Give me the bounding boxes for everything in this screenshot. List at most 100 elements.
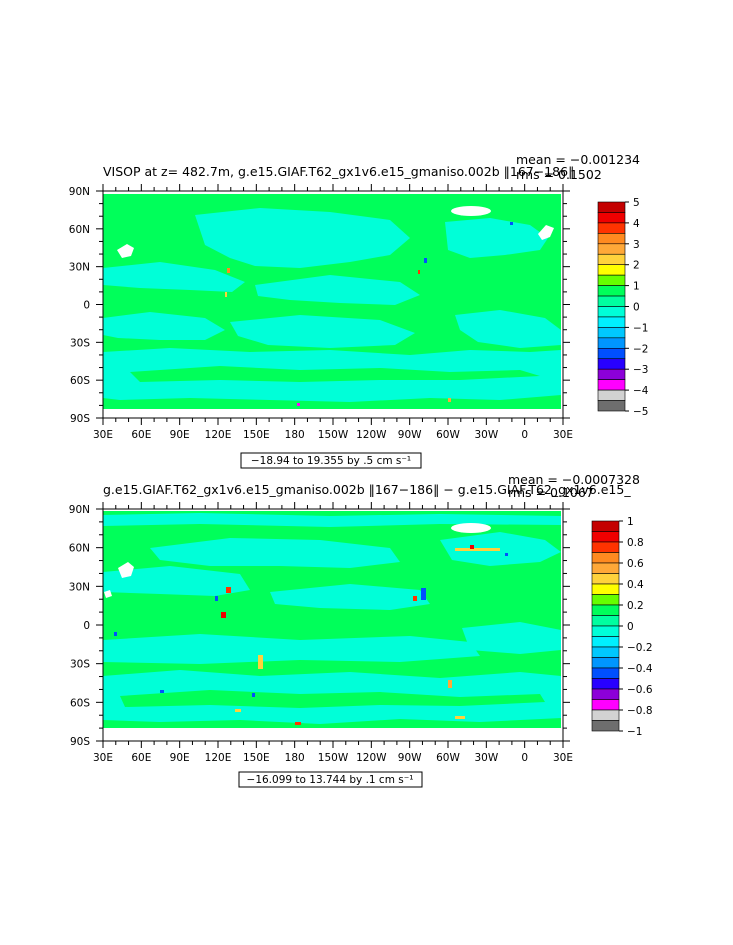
top-speck-7 xyxy=(448,398,451,402)
bottom-colorbar-swatch xyxy=(591,615,620,627)
top-panel: 30E 60E 90E 120E 150E 180 150W 120W 90W 60W 30W 0 30… xyxy=(69,152,649,469)
top-mean: mean = −0.001234 xyxy=(516,152,640,167)
bottom-colorbar-swatch xyxy=(591,541,620,553)
top-colorbar-swatch xyxy=(597,274,626,286)
bottom-speck-5 xyxy=(421,588,426,600)
top-y-tick-label: 60S xyxy=(70,375,90,387)
bottom-y-tick-label: 90N xyxy=(69,504,90,516)
bottom-x-tick-label: 90E xyxy=(170,752,190,764)
bottom-colorbar-swatch xyxy=(591,720,620,732)
top-colorbar-swatch xyxy=(597,337,626,349)
bottom-x-tick-label: 60W xyxy=(436,752,460,764)
top-colorbar-label: −4 xyxy=(633,385,649,397)
bottom-colorbar-label: 0.2 xyxy=(627,600,644,612)
bottom-colorbar-label: 1 xyxy=(627,516,634,528)
top-title: VISOP at z= 482.7m, g.e15.GIAF.T62_gx1v6… xyxy=(103,164,574,179)
top-greenland xyxy=(451,206,491,216)
bottom-title: g.e15.GIAF.T62_gx1v6.e15_gmaniso.002b ‖1… xyxy=(103,482,631,497)
top-colorbar-label: 4 xyxy=(633,218,640,230)
bottom-colorbar-label: −0.4 xyxy=(627,663,653,675)
top-y-tick-label: 30S xyxy=(70,337,90,349)
top-x-tick-label: 150E xyxy=(243,429,270,441)
bottom-map-field xyxy=(103,511,561,741)
top-colorbar-swatch xyxy=(597,400,626,412)
bottom-colorbar-swatch xyxy=(591,657,620,669)
top-colorbar-swatch xyxy=(597,295,626,307)
bottom-cyan-south-atlantic xyxy=(462,622,561,654)
top-colorbar-label: −5 xyxy=(633,406,648,418)
bottom-rms: rms = 0.1067 xyxy=(508,485,594,500)
top-x-tick-label: 90W xyxy=(398,429,422,441)
top-colorbar-swatch xyxy=(597,316,626,328)
bottom-colorbar-swatch xyxy=(591,699,620,711)
top-y-ticks: 90N 60N 30N 0 30S 60S 90S xyxy=(69,186,570,425)
bottom-green-south-streak xyxy=(120,690,545,708)
bottom-colorbar: 1 0.8 0.6 0.4 0.2 0 −0.2 −0.4 −0.6 −0.8 −1 xyxy=(591,516,653,738)
bottom-colorbar-label: 0.4 xyxy=(627,579,644,591)
top-speck-6 xyxy=(297,403,300,406)
bottom-colorbar-label: −0.2 xyxy=(627,642,653,654)
bottom-speck-3 xyxy=(215,596,218,601)
top-colorbar-swatch xyxy=(597,222,626,234)
top-range-box xyxy=(240,452,422,469)
bottom-colorbar-swatch xyxy=(591,646,620,658)
bottom-colorbar-label: −0.8 xyxy=(627,705,653,717)
top-colorbar-swatch xyxy=(597,389,626,401)
top-x-tick-label: 150W xyxy=(318,429,349,441)
top-colorbar-swatch xyxy=(597,347,626,360)
bottom-x-ticks: 30E 60E 90E 120E 150E 180 150W 120W 90W 60W 30W 0 30… xyxy=(93,502,573,764)
top-cyan-tropical-band xyxy=(103,262,245,292)
top-colorbar-label: 1 xyxy=(633,281,640,293)
bottom-cyan-mid-pacific xyxy=(270,584,430,610)
bottom-cyan-subtropical xyxy=(103,566,250,596)
top-colorbar-label: 0 xyxy=(633,302,640,314)
bottom-colorbar-swatch xyxy=(591,552,620,564)
top-speck-2 xyxy=(225,292,227,297)
bottom-colorbar-swatch xyxy=(591,625,620,637)
bottom-speck-12 xyxy=(295,722,301,725)
bottom-colorbar-swatch xyxy=(591,667,620,679)
bottom-x-tick-label: 60E xyxy=(131,752,151,764)
bottom-y-tick-label: 30S xyxy=(70,659,90,671)
top-colorbar: 5 4 3 2 1 0 −1 −2 −3 −4 −5 xyxy=(597,197,649,418)
bottom-y-tick-label: 30N xyxy=(69,581,90,593)
top-x-ticks: 30E 60E 90E 120E 150E 180 150W 120W 90W 60W 30W 0 30… xyxy=(93,184,573,441)
bottom-y-ticks: 90N 60N 30N 0 30S 60S 90S xyxy=(69,504,570,748)
bottom-y-tick-label: 0 xyxy=(83,620,90,632)
bottom-x-tick-label: 120E xyxy=(205,752,232,764)
top-y-tick-label: 30N xyxy=(69,262,90,274)
bottom-speck-11 xyxy=(160,690,164,693)
bottom-speck-16 xyxy=(235,709,241,712)
bottom-colorbar-swatch xyxy=(591,520,620,532)
top-colorbar-label: −1 xyxy=(633,322,648,334)
bottom-speck-8 xyxy=(470,545,474,549)
top-colorbar-swatch xyxy=(597,233,626,245)
top-x-tick-label: 0 xyxy=(521,429,528,441)
top-cyan-equatorial-pacific xyxy=(255,275,420,305)
bottom-x-tick-label: 30W xyxy=(474,752,498,764)
bottom-x-tick-label: 30E xyxy=(553,752,573,764)
bottom-cyan-north-atlantic xyxy=(440,532,561,566)
bottom-speck-13 xyxy=(448,680,452,688)
top-speck-5 xyxy=(510,222,513,225)
top-land-patch-west xyxy=(117,244,134,258)
bottom-x-tick-label: 180 xyxy=(285,752,305,764)
bottom-speck-4 xyxy=(258,655,263,669)
bottom-speck-10 xyxy=(114,632,117,636)
bottom-colorbar-swatch xyxy=(591,531,620,543)
bottom-colorbar-swatch xyxy=(591,604,620,616)
bottom-land-patch-small xyxy=(104,590,112,598)
bottom-speck-7 xyxy=(455,548,500,551)
top-colorbar-swatch xyxy=(597,243,626,255)
top-x-tick-label: 60E xyxy=(131,429,151,441)
bottom-colorbar-label: 0.6 xyxy=(627,558,644,570)
bottom-speck-15 xyxy=(252,693,255,697)
bottom-x-tick-label: 30E xyxy=(93,752,113,764)
bottom-mean: mean = −0.0007328 xyxy=(508,472,640,487)
top-x-tick-label: 30W xyxy=(474,429,498,441)
bottom-cyan-north-pacific xyxy=(150,538,400,568)
bottom-land-patch-west xyxy=(118,562,134,578)
bottom-y-tick-label: 60S xyxy=(70,697,90,709)
top-colorbar-swatch xyxy=(597,358,626,370)
